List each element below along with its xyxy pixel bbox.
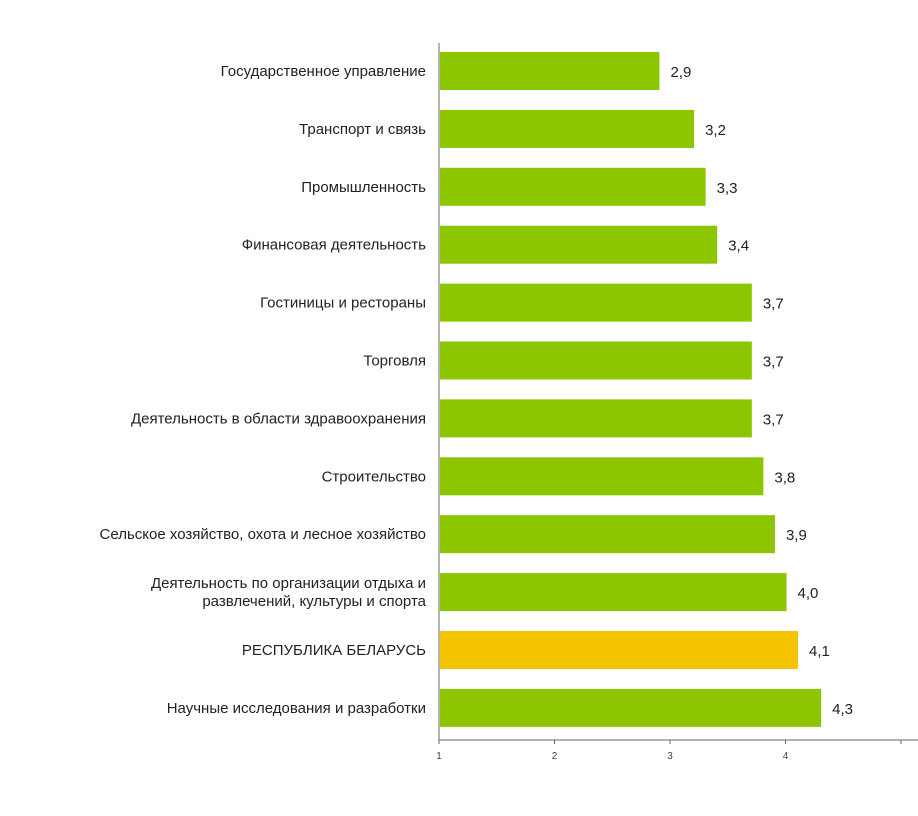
category-label-11: РЕСПУБЛИКА БЕЛАРУСЬ [242,642,426,659]
category-label-8: Строительство [322,468,426,485]
bar-4 [440,225,718,264]
category-label-9: Сельское хозяйство, охота и лесное хозяй… [100,526,426,543]
value-label-11: 4,1 [809,643,830,660]
value-label-7: 3,7 [763,411,784,428]
value-label-4: 3,4 [728,238,749,255]
axes-group [438,43,918,741]
bar-1 [440,52,660,90]
bar-9 [440,515,775,554]
category-label-6: Торговля [363,353,426,370]
x-tick-label-3: 3 [667,751,673,762]
category-label-line: РЕСПУБЛИКА БЕЛАРУСЬ [242,642,426,659]
value-label-2: 3,2 [705,122,726,139]
x-tick-label-1: 1 [436,751,442,762]
category-label-10: Деятельность по организации отдыха и разв… [151,575,427,610]
category-label-line: Строительство [322,468,426,485]
category-label-4: Финансовая деятельность [242,237,426,254]
category-label-line: Торговля [363,353,426,370]
category-label-line: Научные исследования и разработки [167,700,426,717]
bar-6 [440,341,752,380]
category-label-12: Научные исследования и разработки [167,700,426,717]
x-tick-label-2: 2 [552,751,558,762]
bar-5 [440,283,752,322]
value-label-10: 4,0 [798,585,819,602]
value-label-6: 3,7 [763,354,784,371]
value-label-5: 3,7 [763,296,784,313]
category-label-line: Сельское хозяйство, охота и лесное хозяй… [100,526,426,543]
value-label-1: 2,9 [670,64,691,81]
category-labels-group: Государственное управление Транспорт и св… [100,63,427,717]
bars-group [440,52,822,727]
bar-7 [440,399,752,438]
bar-8 [440,457,764,496]
category-label-line: Промышленность [301,179,426,196]
value-label-3: 3,3 [717,180,738,197]
category-label-line: Государственное управление [221,63,426,80]
category-label-line: Деятельность по организации отдыха и [151,575,426,592]
x-tick-label-4: 4 [783,751,789,762]
value-label-8: 3,8 [774,469,795,486]
category-label-7: Деятельность в области здравоохранения [131,410,426,427]
bar-2 [440,109,695,148]
category-label-line: развлечений, культуры и спорта [202,593,426,610]
value-label-9: 3,9 [786,527,807,544]
category-label-line: Гостиницы и рестораны [260,295,426,312]
x-ticks-group: 12346 [436,740,902,762]
category-label-line: Деятельность в области здравоохранения [131,410,426,427]
category-label-2: Транспорт и связь [299,121,426,138]
bar-12 [440,688,822,727]
category-label-1: Государственное управление [221,63,426,80]
bar-3 [440,167,706,206]
category-label-line: Транспорт и связь [299,121,426,138]
category-label-3: Промышленность [301,179,426,196]
category-label-5: Гостиницы и рестораны [260,295,426,312]
value-labels-group: 2,9 3,2 3,3 3,4 3,7 3,7 3,7 3,8 3,9 4,0 4,1 4,3 [670,64,853,718]
category-label-line: Финансовая деятельность [242,237,426,254]
value-label-12: 4,3 [832,701,853,718]
bar-10 [440,573,787,612]
bar-11 [440,631,799,669]
